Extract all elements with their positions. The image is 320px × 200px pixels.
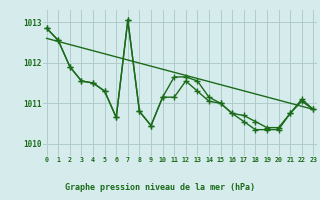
Text: Graphe pression niveau de la mer (hPa): Graphe pression niveau de la mer (hPa) bbox=[65, 183, 255, 192]
